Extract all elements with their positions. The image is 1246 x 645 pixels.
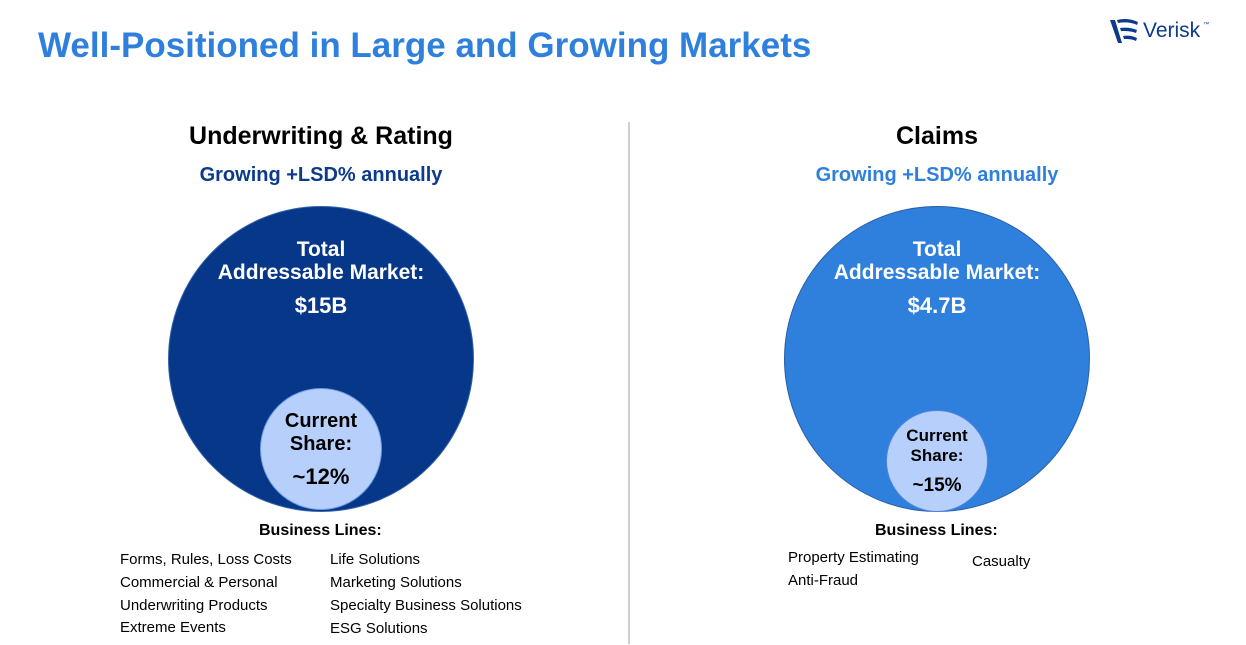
claims-business-lines-heading: Business Lines:	[875, 522, 998, 539]
underwriting-share-label-2: Share:	[289, 433, 353, 455]
claims-tam-label-2: Addressable Market:	[833, 261, 1041, 284]
underwriting-share-label-1: Current	[284, 410, 358, 432]
section-divider	[628, 122, 630, 644]
underwriting-business-line: Extreme Events	[120, 619, 226, 636]
claims-business-line: Casualty	[972, 553, 1031, 570]
claims-heading: Claims	[896, 122, 978, 150]
underwriting-business-line: Commercial & Personal	[120, 574, 278, 591]
claims-share-circle	[886, 410, 988, 512]
underwriting-business-line: Specialty Business Solutions	[330, 597, 522, 614]
underwriting-business-line: Marketing Solutions	[330, 574, 462, 591]
underwriting-business-line: Underwriting Products	[120, 597, 268, 614]
underwriting-tam-value: $15B	[294, 293, 348, 318]
underwriting-business-lines-heading: Business Lines:	[259, 522, 382, 539]
underwriting-tam-label-1: Total	[296, 238, 346, 261]
claims-business-line: Property Estimating	[788, 549, 919, 566]
logo-text: Verisk	[1143, 19, 1201, 42]
underwriting-business-line: Forms, Rules, Loss Costs	[120, 551, 292, 568]
claims-tam-value: $4.7B	[907, 293, 967, 318]
verisk-logo: Verisk ™	[1108, 16, 1209, 46]
underwriting-heading: Underwriting & Rating	[189, 122, 453, 150]
underwriting-share-value: ~12%	[292, 464, 350, 489]
claims-growth: Growing +LSD% annually	[815, 164, 1059, 186]
underwriting-share-circle	[260, 388, 382, 510]
underwriting-growth: Growing +LSD% annually	[199, 164, 443, 186]
verisk-logo-icon	[1110, 18, 1138, 43]
claims-share-value: ~15%	[912, 475, 962, 496]
claims-share-label-2: Share:	[910, 446, 964, 465]
page-title: Well-Positioned in Large and Growing Mar…	[38, 26, 812, 65]
underwriting-business-line: Life Solutions	[330, 551, 421, 568]
logo-trademark: ™	[1203, 22, 1210, 28]
claims-share-label-1: Current	[906, 426, 968, 445]
claims-business-line: Anti-Fraud	[788, 572, 859, 589]
claims-tam-label-1: Total	[912, 238, 962, 261]
underwriting-tam-label-2: Addressable Market:	[217, 261, 425, 284]
underwriting-business-line: ESG Solutions	[330, 620, 428, 637]
